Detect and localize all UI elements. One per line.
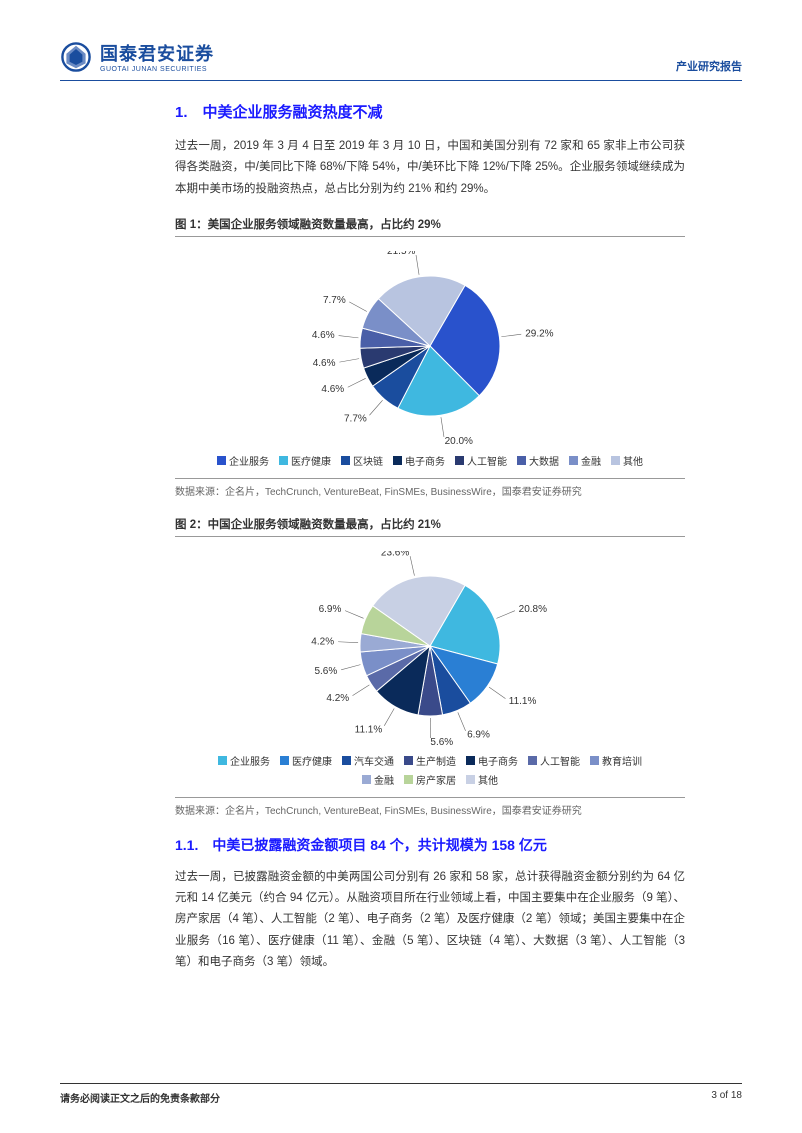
- company-logo-icon: [60, 41, 92, 73]
- legend-item: 人工智能: [455, 453, 507, 468]
- pie-slice-label: 7.7%: [344, 413, 367, 424]
- report-type-label: 产业研究报告: [676, 40, 742, 74]
- legend-label: 教育培训: [602, 753, 642, 768]
- legend-swatch: [466, 756, 475, 765]
- page-number: 3 of 18: [711, 1090, 742, 1105]
- legend-swatch: [455, 456, 464, 465]
- figure-2-title: 图 2：中国企业服务领域融资数量最高，占比约 21%: [175, 516, 685, 537]
- section-1-1-heading: 1.1. 中美已披露融资金额项目 84 个，共计规模为 158 亿元: [175, 835, 685, 855]
- pie-slice-label: 5.6%: [430, 737, 453, 748]
- legend-item: 企业服务: [217, 453, 269, 468]
- pie-slice-label: 6.9%: [467, 729, 490, 740]
- legend-label: 金融: [581, 453, 601, 468]
- legend-label: 人工智能: [540, 753, 580, 768]
- pie-slice-label: 4.6%: [313, 358, 336, 369]
- legend-label: 电子商务: [405, 453, 445, 468]
- figure-2-legend: 企业服务 医疗健康 汽车交通 生产制造 电子商务 人工智能 教育培训金融 房产家居 其他: [210, 753, 650, 787]
- legend-item: 教育培训: [590, 753, 642, 768]
- pie-slice-label: 6.9%: [319, 604, 342, 615]
- pie-chart-cn: 20.8% 11.1% 6.9% 5.6% 11.1% 4.2% 5.6% 4.2% 6.9% 2…: [280, 551, 580, 751]
- figure-1-source: 数据来源：企名片，TechCrunch, VentureBeat, FinSME…: [175, 478, 685, 498]
- logo-text-en: GUOTAI JUNAN SECURITIES: [100, 66, 214, 73]
- pie-slice-label: 5.6%: [314, 666, 337, 677]
- legend-swatch: [517, 456, 526, 465]
- legend-swatch: [217, 456, 226, 465]
- figure-1-chart: 29.2% 20.0% 7.7% 4.6% 4.6% 4.6% 7.7% 21.5% 企业服务…: [175, 243, 685, 472]
- legend-item: 汽车交通: [342, 753, 394, 768]
- legend-label: 汽车交通: [354, 753, 394, 768]
- legend-label: 生产制造: [416, 753, 456, 768]
- legend-item: 金融: [362, 772, 394, 787]
- section-1-1-paragraph: 过去一周，已披露融资金额的中美两国公司分别有 26 家和 58 家，总计获得融资…: [175, 867, 685, 973]
- section-1-paragraph: 过去一周，2019 年 3 月 4 日至 2019 年 3 月 10 日，中国和…: [175, 136, 685, 200]
- legend-swatch: [528, 756, 537, 765]
- page-header: 国泰君安证券 GUOTAI JUNAN SECURITIES 产业研究报告: [60, 40, 742, 81]
- legend-item: 金融: [569, 453, 601, 468]
- legend-swatch: [466, 775, 475, 784]
- legend-swatch: [218, 756, 227, 765]
- pie-slice-label: 4.2%: [326, 693, 349, 704]
- logo-text-cn: 国泰君安证券: [100, 40, 214, 66]
- pie-slice-label: 7.7%: [323, 295, 346, 306]
- legend-item: 房产家居: [404, 772, 456, 787]
- pie-slice-label: 4.6%: [321, 384, 344, 395]
- figure-1-legend: 企业服务 医疗健康 区块链 电子商务 人工智能 大数据 金融 其他: [217, 453, 643, 468]
- legend-item: 电子商务: [466, 753, 518, 768]
- legend-label: 企业服务: [230, 753, 270, 768]
- legend-swatch: [569, 456, 578, 465]
- legend-item: 电子商务: [393, 453, 445, 468]
- figure-2-chart: 20.8% 11.1% 6.9% 5.6% 11.1% 4.2% 5.6% 4.2% 6.9% 2…: [175, 543, 685, 791]
- pie-slice-label: 4.6%: [312, 330, 335, 341]
- legend-swatch: [341, 456, 350, 465]
- pie-slice-label: 11.1%: [355, 724, 383, 735]
- pie-slice-label: 11.1%: [509, 696, 537, 707]
- logo-block: 国泰君安证券 GUOTAI JUNAN SECURITIES: [60, 40, 214, 73]
- section-1-heading: 1. 中美企业服务融资热度不减: [175, 101, 685, 122]
- pie-slice-label: 20.8%: [519, 604, 547, 615]
- legend-item: 生产制造: [404, 753, 456, 768]
- legend-label: 房产家居: [416, 772, 456, 787]
- pie-slice-label: 20.0%: [445, 436, 473, 447]
- legend-swatch: [393, 456, 402, 465]
- legend-item: 区块链: [341, 453, 383, 468]
- legend-swatch: [362, 775, 371, 784]
- footer-disclaimer: 请务必阅读正文之后的免责条款部分: [60, 1090, 220, 1105]
- legend-swatch: [611, 456, 620, 465]
- legend-swatch: [404, 775, 413, 784]
- pie-slice-label: 23.6%: [381, 551, 409, 558]
- pie-slice-label: 4.2%: [311, 636, 334, 647]
- page-footer: 请务必阅读正文之后的免责条款部分 3 of 18: [60, 1083, 742, 1105]
- pie-slice-label: 29.2%: [525, 328, 553, 339]
- legend-label: 其他: [478, 772, 498, 787]
- legend-label: 区块链: [353, 453, 383, 468]
- legend-item: 大数据: [517, 453, 559, 468]
- legend-swatch: [404, 756, 413, 765]
- legend-item: 企业服务: [218, 753, 270, 768]
- legend-item: 医疗健康: [279, 453, 331, 468]
- legend-label: 企业服务: [229, 453, 269, 468]
- legend-swatch: [280, 756, 289, 765]
- legend-swatch: [342, 756, 351, 765]
- legend-item: 人工智能: [528, 753, 580, 768]
- legend-label: 电子商务: [478, 753, 518, 768]
- legend-item: 医疗健康: [280, 753, 332, 768]
- legend-label: 其他: [623, 453, 643, 468]
- legend-item: 其他: [611, 453, 643, 468]
- legend-label: 医疗健康: [292, 753, 332, 768]
- figure-1-title: 图 1：美国企业服务领域融资数量最高，占比约 29%: [175, 216, 685, 237]
- legend-swatch: [279, 456, 288, 465]
- legend-label: 医疗健康: [291, 453, 331, 468]
- pie-chart-us: 29.2% 20.0% 7.7% 4.6% 4.6% 4.6% 7.7% 21.5%: [280, 251, 580, 451]
- pie-slice-label: 21.5%: [387, 251, 415, 257]
- legend-swatch: [590, 756, 599, 765]
- legend-label: 人工智能: [467, 453, 507, 468]
- figure-2-source: 数据来源：企名片，TechCrunch, VentureBeat, FinSME…: [175, 797, 685, 817]
- legend-label: 大数据: [529, 453, 559, 468]
- legend-item: 其他: [466, 772, 498, 787]
- legend-label: 金融: [374, 772, 394, 787]
